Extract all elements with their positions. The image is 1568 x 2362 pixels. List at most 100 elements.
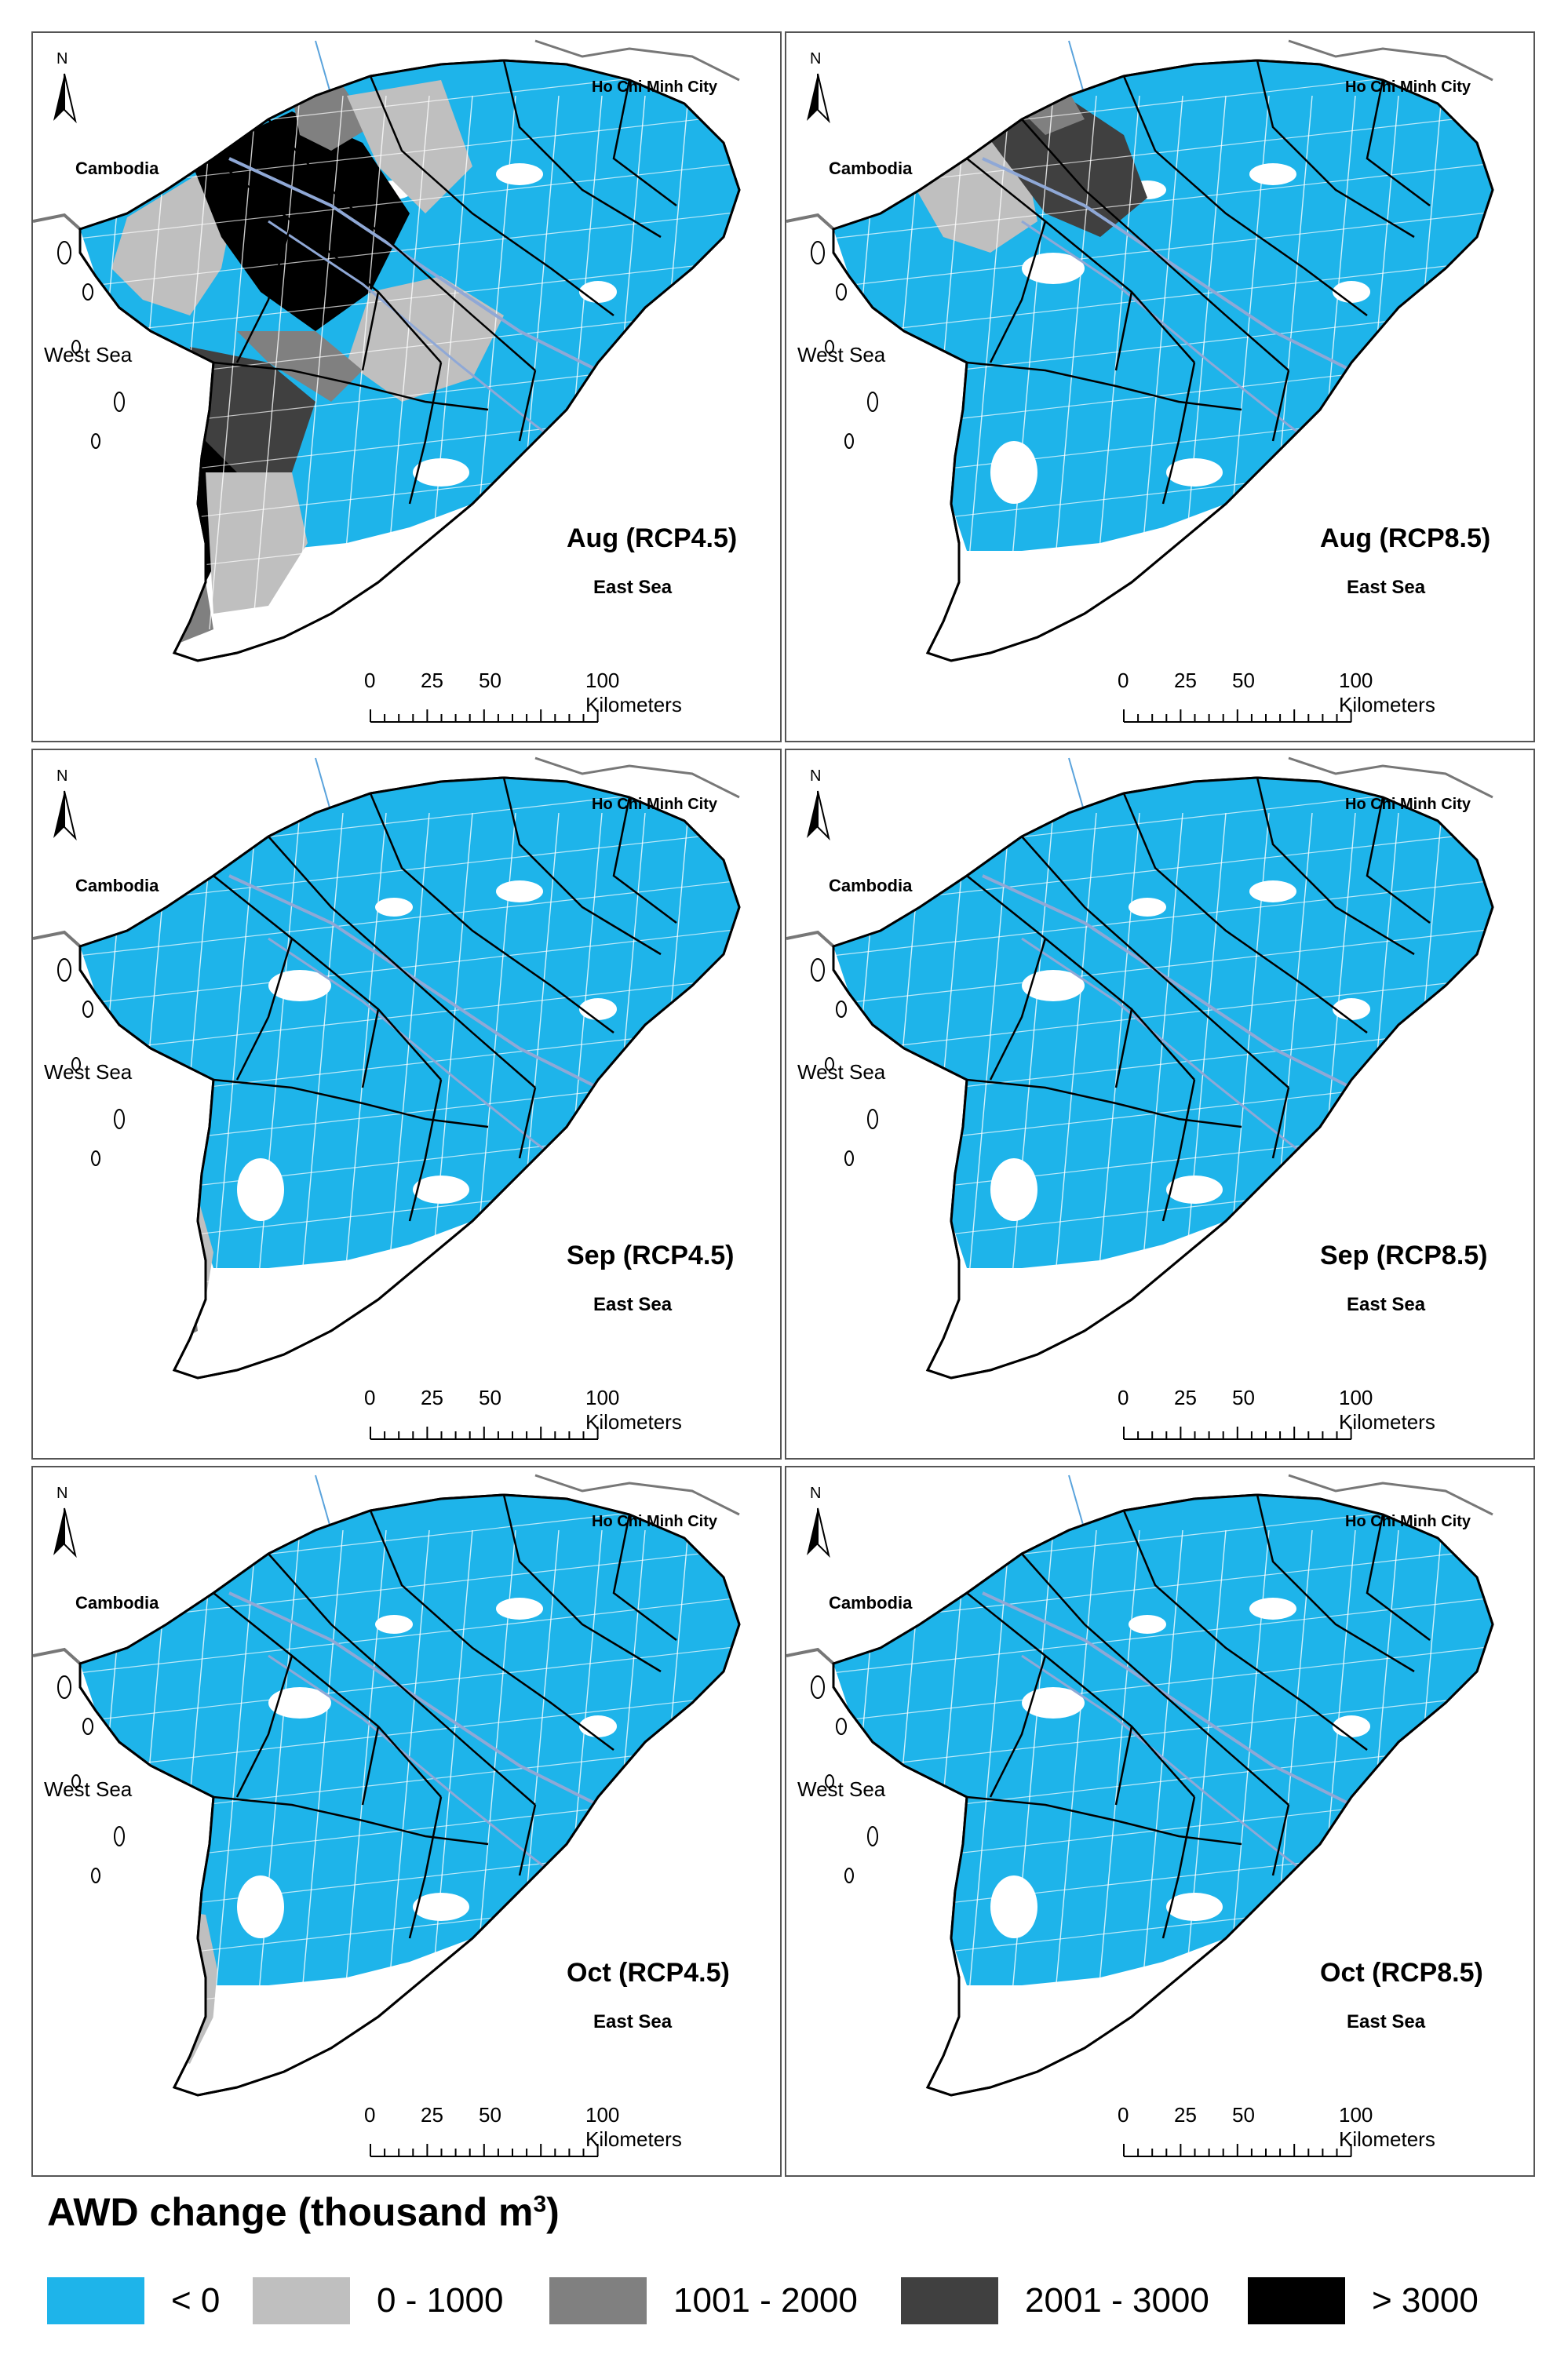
canal-line [1092, 95, 1140, 630]
scale-tick-label: 50 [1232, 1386, 1255, 1409]
panel-title: Sep (RCP8.5) [1320, 1241, 1488, 1270]
province-boundary [966, 1795, 1242, 1846]
island-shape [811, 1675, 825, 1699]
legend-item-below-zero: < 0 [47, 2276, 220, 2326]
canal-line [1048, 812, 1097, 1347]
panel-title: Aug (RCP8.5) [1320, 523, 1491, 553]
province-boundary [369, 793, 614, 1033]
non-rice-area [1249, 163, 1296, 185]
awd-change-zone [347, 80, 472, 213]
label-cambodia: Cambodia [75, 876, 159, 895]
province-boundary [1366, 79, 1431, 206]
north-arrow-icon [53, 73, 77, 124]
non-rice-area [159, 1095, 190, 1143]
island-shape [844, 1868, 854, 1883]
province-boundary [518, 370, 537, 442]
province-boundary [408, 362, 443, 505]
scale-bar-ruler [1123, 2144, 1352, 2157]
north-arrow: N [49, 1485, 80, 1571]
awd-change-zone [151, 1252, 198, 1347]
province-boundary [502, 1494, 662, 1673]
island-shape [91, 1868, 100, 1883]
canal-line [381, 95, 430, 630]
province-boundary [966, 875, 1195, 1081]
legend-item-above-3000: > 3000 [1248, 2276, 1479, 2326]
rice-area-fill [80, 1495, 739, 1985]
label-cambodia: Cambodia [829, 1593, 913, 1613]
legend-swatch [1248, 2277, 1345, 2324]
non-rice-area [159, 1813, 190, 1860]
rice-area-fill [833, 778, 1493, 1268]
province-boundary [518, 1087, 537, 1159]
north-label: N [810, 50, 822, 67]
canal-line [833, 975, 1493, 1055]
island-shape [836, 283, 847, 301]
non-rice-area [1129, 898, 1166, 917]
non-rice-area [413, 1176, 469, 1204]
canal-line [833, 258, 1493, 338]
legend-item-2001-3000: 2001 - 3000 [901, 2276, 1209, 2326]
awd-change-zone [190, 347, 315, 472]
scale-tick-label: 50 [1232, 669, 1255, 692]
province-boundary [1256, 60, 1415, 239]
canal-line [381, 812, 430, 1347]
province-boundary [235, 1655, 294, 1798]
scale-tick-label: 50 [1232, 2103, 1255, 2127]
province-boundary [1122, 793, 1368, 1033]
island-shape [114, 392, 125, 412]
province-boundary [966, 1078, 1242, 1128]
canal-line [1092, 812, 1140, 1347]
north-label: N [810, 1485, 822, 1502]
border-line [1288, 756, 1493, 799]
non-rice-area [1166, 1893, 1223, 1921]
province-boundary [966, 361, 1242, 411]
map-panel-oct-rcp45: N Ho Chi Minh City Cambodia West Sea Oct (RC… [31, 1466, 782, 2177]
delta-outline [832, 776, 1494, 1380]
scale-end-label: 100 Kilometers [585, 669, 682, 716]
province-boundary [369, 75, 614, 316]
north-arrow: N [802, 50, 833, 137]
non-rice-area [413, 458, 469, 487]
canal-line [381, 1529, 430, 2065]
canal-line [80, 1693, 739, 1773]
province-boundary [408, 1079, 443, 1222]
canal-line [1135, 95, 1183, 630]
canal-line [1048, 1529, 1097, 2065]
scale-bar: 0 25 50 100 Kilometers [1118, 1386, 1452, 1449]
label-west-sea: West Sea [797, 1777, 886, 1801]
scale-tick-label: 25 [1174, 1386, 1197, 1409]
scale-bar: 0 25 50 100 Kilometers [1118, 669, 1452, 731]
label-ho-chi-minh-city: Ho Chi Minh City [592, 796, 717, 813]
province-boundary [1271, 1087, 1290, 1159]
canal-line [80, 878, 739, 958]
province-boundary [989, 938, 1047, 1081]
awd-change-zone [151, 1954, 198, 2040]
border-line [1288, 39, 1493, 82]
north-arrow: N [49, 50, 80, 137]
canal-line [80, 258, 739, 338]
province-boundary [1256, 1494, 1415, 1673]
label-ho-chi-minh-city: Ho Chi Minh City [1345, 796, 1471, 813]
island-shape [836, 1001, 847, 1018]
non-rice-area [1249, 1598, 1296, 1620]
province-boundary [268, 118, 536, 371]
non-rice-area [375, 1615, 413, 1634]
canal-line [295, 1529, 344, 2065]
legend-label: > 3000 [1372, 2281, 1479, 2320]
province-boundary [213, 1592, 442, 1798]
non-rice-area [1166, 458, 1223, 487]
label-west-sea: West Sea [44, 343, 133, 366]
canal-line [833, 1693, 1493, 1773]
island-shape [57, 241, 71, 264]
province-boundary [1114, 291, 1133, 371]
island-shape [825, 340, 834, 354]
island-shape [71, 1774, 81, 1788]
island-shape [71, 340, 81, 354]
scale-bar: 0 25 50 100 Kilometers [1118, 2103, 1452, 2166]
province-boundary [1021, 1553, 1289, 1806]
map-svg [786, 756, 1494, 1380]
border-line [534, 1474, 740, 1516]
north-arrow-icon [807, 73, 830, 124]
scale-bar-ruler [370, 709, 599, 723]
island-shape [867, 1826, 878, 1846]
